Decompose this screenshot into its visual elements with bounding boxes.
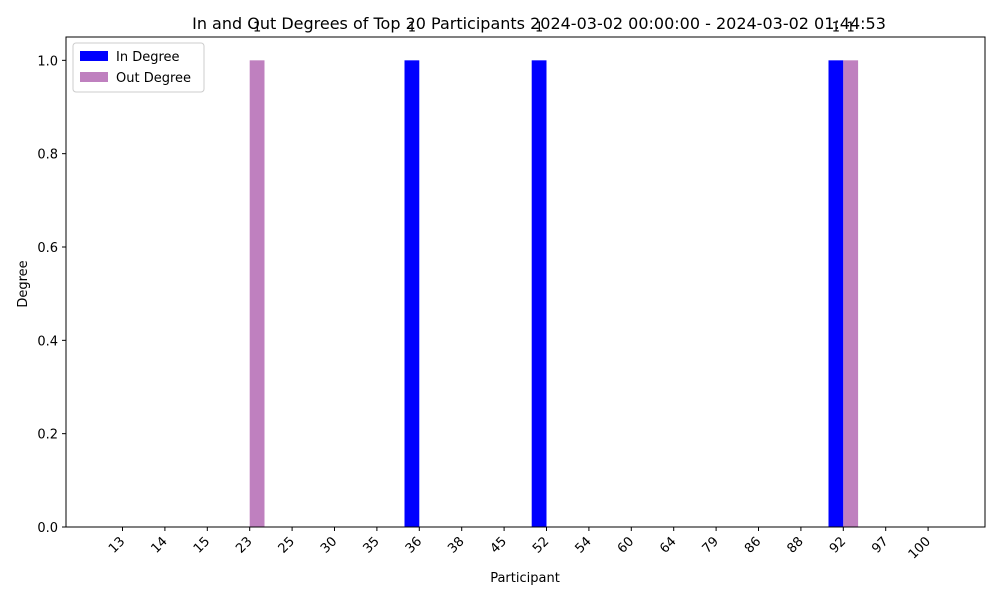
in-degree-bar-52 bbox=[531, 60, 547, 527]
legend-swatch-1 bbox=[80, 72, 108, 82]
y-tick-label-0.0: 0.0 bbox=[37, 521, 58, 536]
x-tick-label-38: 38 bbox=[445, 534, 467, 556]
in-degree-label-92: 1 bbox=[832, 20, 840, 35]
x-tick-label-30: 30 bbox=[318, 534, 340, 556]
x-tick-label-45: 45 bbox=[488, 534, 510, 556]
x-tick-label-54: 54 bbox=[572, 534, 594, 556]
out-degree-bar-92 bbox=[843, 60, 859, 527]
x-tick-label-97: 97 bbox=[869, 534, 891, 556]
plot-frame bbox=[65, 36, 986, 528]
legend-swatch-0 bbox=[80, 51, 108, 61]
in-degree-label-36: 1 bbox=[408, 20, 416, 35]
plot-area: 1 1 11 1 bbox=[65, 20, 986, 528]
out-degree-label-23: 1 bbox=[253, 20, 261, 35]
legend-label-0: In Degree bbox=[116, 50, 180, 65]
x-tick-label-36: 36 bbox=[403, 534, 425, 556]
y-tick-label-0.8: 0.8 bbox=[37, 148, 58, 163]
y-axis-title: Degree bbox=[16, 260, 31, 307]
in-degree-label-52: 1 bbox=[535, 20, 543, 35]
y-tick-label-0.6: 0.6 bbox=[37, 241, 58, 256]
x-tick-label-92: 92 bbox=[827, 534, 849, 556]
x-tick-label-64: 64 bbox=[657, 534, 679, 556]
x-tick-label-79: 79 bbox=[700, 534, 722, 556]
in-degree-bar-36 bbox=[404, 60, 420, 527]
x-tick-label-35: 35 bbox=[360, 534, 382, 556]
x-tick-label-23: 23 bbox=[233, 534, 255, 556]
x-tick-label-25: 25 bbox=[276, 534, 298, 556]
legend-label-1: Out Degree bbox=[116, 71, 191, 86]
y-tick-label-0.4: 0.4 bbox=[37, 334, 58, 349]
y-tick-label-1.0: 1.0 bbox=[37, 54, 58, 69]
x-tick-label-88: 88 bbox=[784, 534, 806, 556]
x-axis-title: Participant bbox=[490, 571, 560, 586]
y-axis-ticks: 0.0 0.2 0.4 0.6 0.8 1.0 bbox=[37, 54, 66, 536]
x-tick-label-86: 86 bbox=[742, 534, 764, 556]
out-degree-label-92: 1 bbox=[847, 20, 855, 35]
x-tick-label-15: 15 bbox=[191, 534, 213, 556]
chart-title: In and Out Degrees of Top 20 Participant… bbox=[192, 14, 886, 33]
x-tick-label-100: 100 bbox=[906, 534, 934, 562]
x-tick-label-52: 52 bbox=[530, 534, 552, 556]
legend: In Degree Out Degree bbox=[72, 42, 205, 93]
out-degree-bar-23 bbox=[249, 60, 265, 527]
x-tick-label-60: 60 bbox=[615, 534, 637, 556]
y-tick-label-0.2: 0.2 bbox=[37, 428, 58, 443]
x-tick-label-14: 14 bbox=[148, 534, 170, 556]
x-tick-label-13: 13 bbox=[106, 534, 128, 556]
in-degree-bar-92 bbox=[828, 60, 844, 527]
x-axis-ticks: 13 14 15 23 25 30 35 36 38 45 52 54 60 64 79 86 88 92 97 10… bbox=[106, 527, 934, 562]
